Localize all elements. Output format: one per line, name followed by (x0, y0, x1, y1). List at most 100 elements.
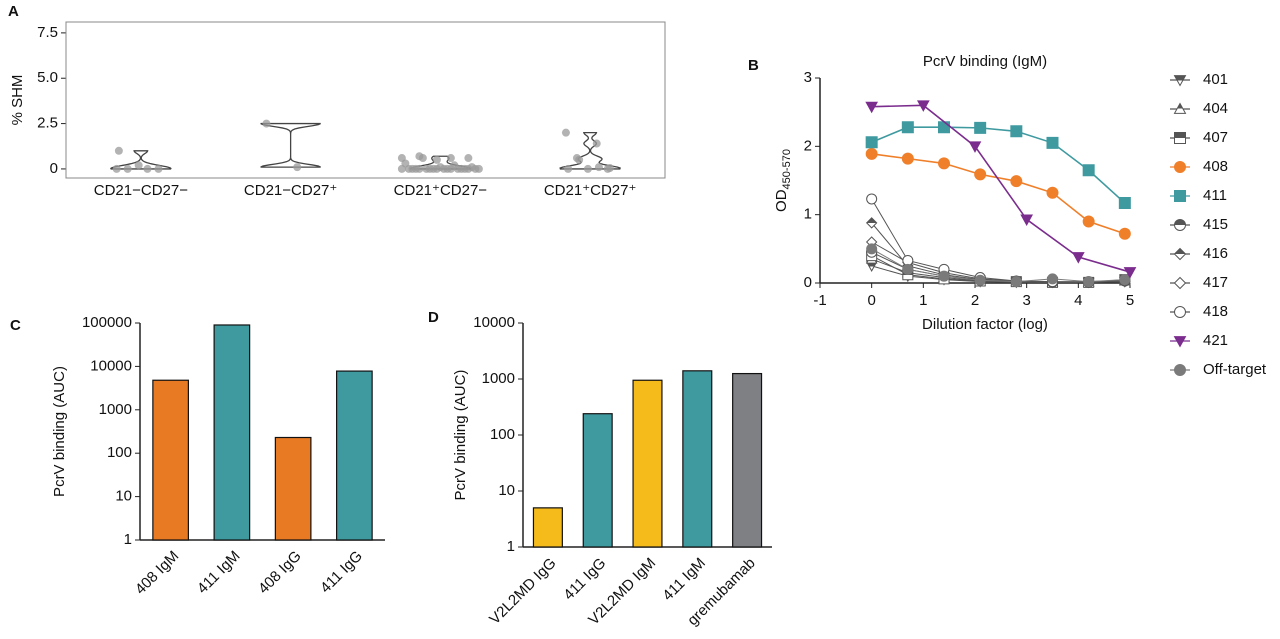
y-axis-title-main: OD (773, 189, 790, 212)
violin (559, 132, 621, 170)
x-tick-label: CD21⁺CD27⁺ (544, 182, 637, 199)
panel-label: B (748, 57, 759, 74)
data-point (1083, 276, 1095, 288)
legend-marker (1173, 336, 1187, 348)
data-point (262, 119, 271, 128)
data-point (446, 154, 455, 163)
data-point (1082, 215, 1095, 228)
x-tick-label: CD21⁺CD27− (394, 182, 488, 199)
y-tick-label: 10000 (90, 357, 132, 374)
bar (582, 413, 613, 548)
bar (336, 370, 373, 541)
data-point (474, 164, 483, 173)
data-point (154, 164, 163, 173)
data-point (866, 193, 878, 205)
x-axis-title: Dilution factor (log) (922, 316, 1048, 333)
legend-marker (1173, 364, 1187, 376)
y-tick-label: 0 (50, 160, 58, 177)
y-tick-label: 100 (490, 426, 515, 443)
data-point (1010, 276, 1022, 288)
series-line (871, 248, 1125, 283)
data-point (561, 128, 570, 137)
x-tick-label: 411 IgM (194, 548, 244, 598)
y-tick-label: 2.5 (37, 115, 58, 132)
series-line (871, 241, 1125, 283)
bar (732, 372, 763, 548)
data-point (1046, 136, 1059, 149)
y-tick-label: 10 (498, 482, 515, 499)
data-point (293, 163, 302, 172)
x-tick-label: -1 (813, 292, 826, 309)
legend-label: 408 (1203, 158, 1228, 175)
bar (213, 324, 251, 541)
data-point (583, 164, 592, 173)
legend-marker (1173, 247, 1187, 261)
y-tick-label: 100 (107, 444, 132, 461)
data-point (974, 168, 987, 181)
data-point (143, 164, 152, 173)
x-tick-label: 2 (971, 292, 979, 309)
data-point (1010, 175, 1023, 188)
x-tick-label: 5 (1126, 292, 1134, 309)
panel-label: D (428, 309, 439, 326)
data-point (397, 164, 406, 173)
data-point (901, 152, 914, 165)
data-point (112, 164, 121, 173)
y-axis-title-main: PcrV binding (AUC) (452, 370, 469, 501)
data-point (1082, 164, 1095, 177)
data-point (594, 163, 603, 172)
data-point (974, 274, 986, 286)
series-line (871, 153, 1126, 235)
data-point (464, 154, 473, 163)
x-tick-label: V2L2MD IgG (486, 555, 559, 628)
bar (532, 507, 563, 548)
data-point (865, 136, 878, 149)
data-point (865, 101, 879, 114)
y-tick-label: 10 (115, 488, 132, 505)
legend-marker (1173, 161, 1187, 173)
data-point (968, 141, 982, 153)
x-tick-label: 411 IgG (317, 548, 366, 597)
legend-label: 407 (1203, 129, 1228, 146)
x-tick-label: 408 IgG (255, 548, 305, 598)
data-point (114, 146, 123, 155)
data-point (916, 100, 930, 112)
bar (274, 436, 312, 541)
series-line (871, 104, 1131, 273)
violin (260, 122, 321, 168)
y-tick-label: 1 (124, 531, 132, 548)
data-point (592, 139, 601, 148)
legend-label: 411 (1203, 187, 1227, 204)
y-tick-label: 0 (804, 274, 812, 291)
legend-label: 418 (1203, 303, 1228, 320)
data-point (1118, 197, 1131, 210)
panel-label: A (8, 3, 19, 20)
data-point (938, 270, 950, 282)
data-point (1119, 274, 1131, 286)
y-axis-title: PcrV binding (AUC) (51, 366, 68, 497)
data-point (1123, 267, 1137, 279)
data-point (902, 263, 914, 275)
data-point (1118, 227, 1131, 240)
bar (152, 379, 189, 541)
data-point (866, 243, 878, 255)
legend-marker (1173, 75, 1187, 87)
y-axis-title: PcrV binding (AUC) (452, 370, 469, 501)
plot-frame (65, 21, 666, 179)
y-tick-label: 2 (804, 137, 812, 154)
legend-label: 415 (1203, 216, 1228, 233)
violin (110, 150, 172, 170)
data-point (865, 217, 878, 229)
legend-marker (1173, 102, 1187, 114)
x-tick-label: 411 IgG (560, 555, 609, 604)
legend-label: 401 (1203, 71, 1228, 88)
y-tick-label: 10000 (473, 314, 515, 331)
data-point (902, 255, 914, 266)
x-tick-label: 408 IgM (132, 548, 182, 598)
bar (632, 379, 663, 548)
y-axis-title-main: % SHM (9, 75, 26, 126)
x-tick-label: 0 (867, 292, 875, 309)
data-point (446, 164, 455, 173)
data-point (418, 154, 427, 163)
